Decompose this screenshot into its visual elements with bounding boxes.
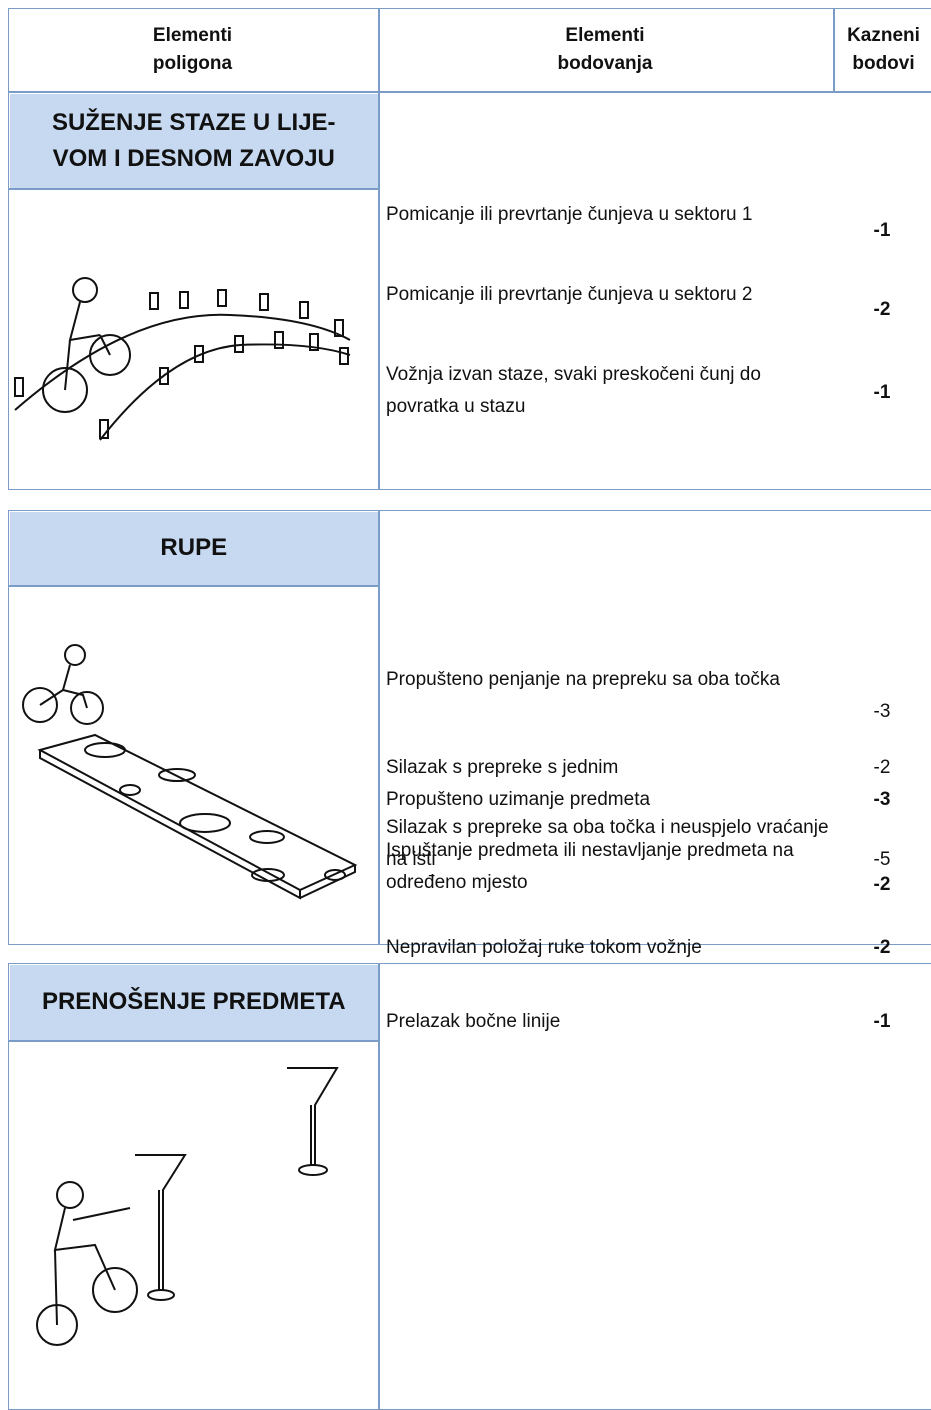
divider — [378, 963, 380, 1410]
penalty: -2 — [873, 937, 891, 958]
criterion: Pomicanje ili prevrtanje čunjeva u sekto… — [386, 204, 753, 225]
section-title: PRENOŠENJE PREDMETA — [9, 964, 378, 1040]
section-title-text: RUPE — [160, 534, 228, 562]
penalty: -2 — [873, 757, 891, 778]
penalty: -1 — [873, 382, 891, 403]
divider — [378, 8, 380, 92]
divider — [833, 8, 835, 92]
section-row — [8, 92, 931, 490]
penalty: -1 — [873, 220, 891, 241]
section-title: SUŽENJE STAZE U LIJE-VOM I DESNOM ZAVOJU — [9, 93, 378, 188]
criterion: Silazak s prepreke s jednim — [386, 757, 619, 778]
penalty: -3 — [873, 789, 891, 810]
criterion: Pomicanje ili prevrtanje čunjeva u sekto… — [386, 284, 753, 305]
penalty: -3 — [873, 701, 891, 722]
criterion: Propušteno uzimanje predmeta — [386, 789, 651, 810]
divider — [8, 188, 379, 190]
penalty: -2 — [873, 299, 891, 320]
criterion: Propušteno penjanje na prepreku sa oba t… — [386, 669, 780, 690]
penalty: -1 — [873, 1011, 891, 1032]
header-row — [8, 8, 931, 92]
illustration-cones — [14, 277, 351, 441]
divider — [8, 1040, 379, 1042]
header-cell: Kazneni bodovi — [847, 25, 920, 74]
divider — [378, 510, 380, 945]
section-title-text: SUŽENJE STAZE U LIJE-VOM I DESNOM ZAVOJU — [51, 108, 336, 172]
criterion: Prelazak bočne linije — [386, 1011, 561, 1032]
divider — [8, 585, 379, 587]
illustration-objects — [36, 1067, 339, 1346]
criterion: Vožnja izvan staze, svaki preskočeni čun… — [386, 364, 761, 417]
criterion: Ispuštanje predmeta ili nestavljanje pre… — [386, 840, 794, 893]
illustration-holes — [22, 644, 358, 900]
section-title-text: PRENOŠENJE PREDMETA — [41, 988, 346, 1016]
penalty: -5 — [873, 849, 891, 870]
section-title: RUPE — [9, 511, 378, 585]
penalty: -2 — [873, 874, 891, 895]
header-cell: Elementi poligona — [152, 25, 233, 74]
section-row — [8, 510, 931, 945]
criterion: Nepravilan položaj ruke tokom vožnje — [386, 937, 702, 958]
divider — [378, 92, 380, 490]
header-cell: Elementi bodovanja — [557, 25, 653, 74]
criterion: Silazak s prepreke sa oba točka i neuspj… — [386, 817, 829, 870]
